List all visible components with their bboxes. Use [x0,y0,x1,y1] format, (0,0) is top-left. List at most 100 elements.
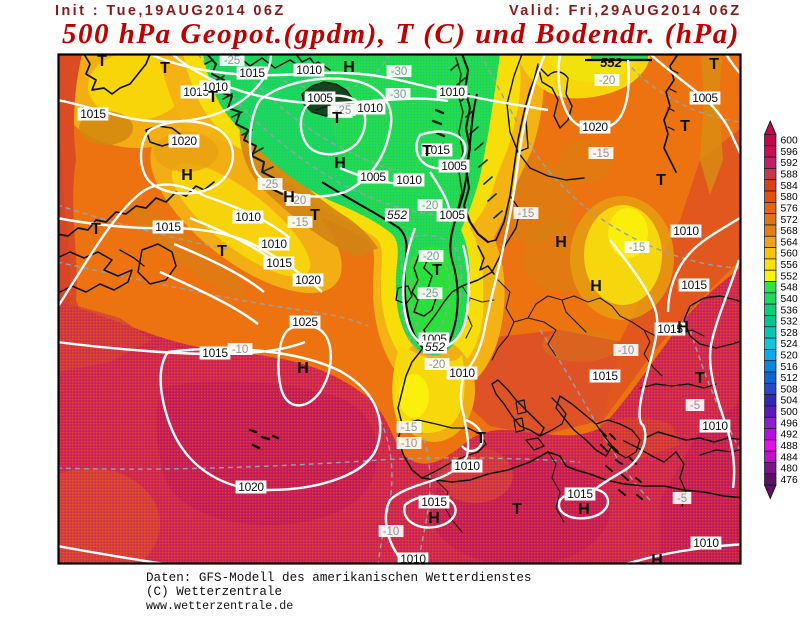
svg-text:552: 552 [781,271,798,282]
svg-text:572: 572 [781,215,798,226]
svg-text:1010: 1010 [202,80,228,94]
svg-text:1015: 1015 [657,322,683,336]
svg-text:508: 508 [781,384,798,395]
svg-text:T: T [91,221,101,238]
svg-text:1010: 1010 [673,224,699,238]
svg-text:H: H [283,189,295,206]
svg-text:T: T [310,207,320,224]
svg-text:T: T [656,172,666,189]
svg-text:1010: 1010 [449,366,475,380]
svg-text:-10: -10 [618,345,635,357]
svg-text:1010: 1010 [439,85,465,99]
svg-text:1020: 1020 [171,134,197,148]
svg-text:1015: 1015 [202,346,228,360]
svg-text:588: 588 [781,170,798,181]
svg-text:1010: 1010 [693,536,719,550]
svg-text:584: 584 [781,181,798,192]
svg-text:1015: 1015 [155,220,181,234]
svg-text:-25: -25 [335,105,352,117]
svg-text:T: T [332,110,342,127]
svg-text:568: 568 [781,226,798,237]
svg-text:H: H [651,552,663,567]
svg-text:552: 552 [425,340,445,354]
svg-text:484: 484 [781,452,798,463]
svg-text:492: 492 [781,430,798,441]
svg-text:T: T [422,143,432,160]
svg-text:-25: -25 [224,55,241,67]
svg-text:1005: 1005 [439,208,465,222]
svg-text:-15: -15 [401,422,418,434]
svg-text:504: 504 [781,396,798,407]
svg-text:600: 600 [781,136,798,147]
svg-text:520: 520 [781,351,798,362]
svg-text:1015: 1015 [421,495,447,509]
svg-text:T: T [432,262,442,279]
svg-text:T: T [680,118,690,135]
svg-text:H: H [181,167,193,184]
svg-text:560: 560 [781,249,798,260]
svg-text:-15: -15 [629,242,646,254]
svg-text:-20: -20 [422,200,439,212]
svg-text:T: T [512,501,522,518]
svg-text:-10: -10 [401,438,418,450]
svg-text:1015: 1015 [424,143,450,157]
svg-text:1010: 1010 [261,237,287,251]
svg-text:H: H [578,501,590,518]
svg-text:564: 564 [781,237,798,248]
svg-text:1005: 1005 [360,170,386,184]
svg-text:H: H [677,319,689,336]
svg-text:-15: -15 [593,148,610,160]
svg-text:476: 476 [781,475,798,486]
svg-text:H: H [343,59,355,76]
svg-text:1005: 1005 [692,91,718,105]
svg-text:-15: -15 [292,217,309,229]
svg-text:580: 580 [781,192,798,203]
svg-text:T: T [97,53,107,70]
svg-text:T: T [476,430,486,447]
svg-text:1015: 1015 [567,487,593,501]
svg-text:552: 552 [600,55,622,70]
svg-text:-15: -15 [518,208,535,220]
svg-text:1010: 1010 [235,210,261,224]
svg-text:-20: -20 [429,359,446,371]
svg-text:H: H [428,510,440,527]
svg-text:-20: -20 [599,75,616,87]
svg-text:1010: 1010 [396,173,422,187]
svg-text:1020: 1020 [295,273,321,287]
svg-text:-25: -25 [262,179,279,191]
svg-text:H: H [297,360,309,377]
svg-text:524: 524 [781,339,798,350]
svg-text:1015: 1015 [239,66,265,80]
svg-text:488: 488 [781,441,798,452]
svg-text:592: 592 [781,158,798,169]
svg-text:-10: -10 [232,344,249,356]
svg-text:1015: 1015 [592,369,618,383]
svg-text:T: T [208,89,218,106]
svg-text:H: H [555,234,567,251]
svg-text:576: 576 [781,203,798,214]
svg-text:H: H [590,278,602,295]
svg-text:1010: 1010 [454,459,480,473]
svg-text:-30: -30 [391,66,408,78]
svg-text:512: 512 [781,373,798,384]
svg-text:-5: -5 [690,400,700,412]
svg-text:-30: -30 [390,89,407,101]
svg-text:T: T [160,60,170,77]
svg-text:T: T [217,243,227,260]
svg-text:548: 548 [781,283,798,294]
svg-text:-10: -10 [383,526,400,538]
svg-text:500: 500 [781,407,798,418]
svg-text:532: 532 [781,317,798,328]
svg-text:516: 516 [781,362,798,373]
svg-text:1010: 1010 [400,552,426,566]
svg-text:528: 528 [781,328,798,339]
svg-text:1010: 1010 [296,63,322,77]
svg-text:596: 596 [781,147,798,158]
svg-text:1015: 1015 [80,107,106,121]
svg-text:496: 496 [781,418,798,429]
svg-text:1020: 1020 [238,480,264,494]
svg-text:T: T [709,56,719,73]
svg-text:-5: -5 [677,493,687,505]
svg-text:-20: -20 [290,195,307,207]
svg-text:536: 536 [781,305,798,316]
